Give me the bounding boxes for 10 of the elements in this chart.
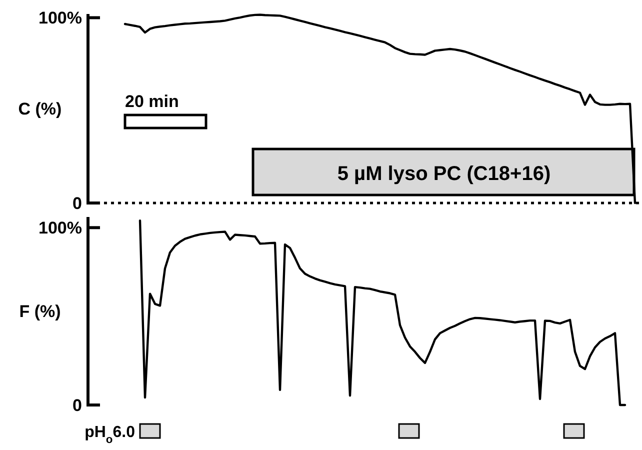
y-tick-label: 100% (38, 8, 82, 28)
y-tick-label: 0 (72, 396, 82, 415)
annotation: 5 µM lyso PC (C18+16) (337, 163, 551, 185)
y-tick-label: 100% (38, 218, 82, 238)
y-tick-label: 0 (72, 194, 82, 213)
text: pH$_{o}$6.0 (84, 424, 136, 446)
line-series (138, 219, 626, 406)
annotation: 20 min (125, 92, 179, 111)
y-axis-title: F (%) (19, 302, 61, 321)
y-axis-title: C (%) (18, 99, 62, 118)
